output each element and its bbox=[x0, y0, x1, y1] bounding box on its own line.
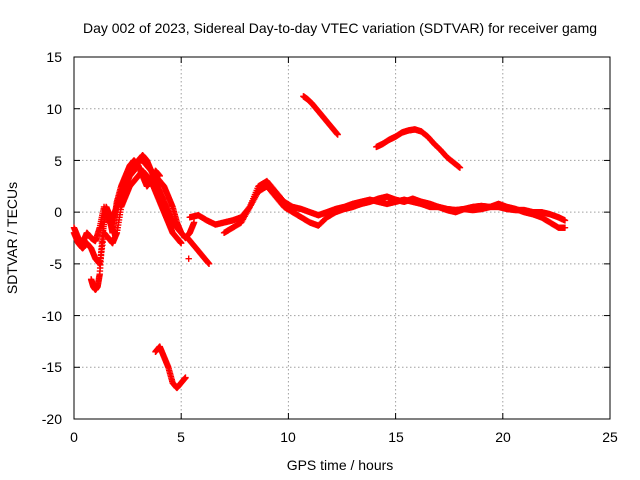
x-tick-label: 15 bbox=[388, 429, 404, 445]
y-tick-label: -10 bbox=[42, 308, 62, 324]
x-tick-label: 5 bbox=[177, 429, 185, 445]
x-tick-label: 25 bbox=[602, 429, 618, 445]
series-arc-10 bbox=[373, 126, 463, 171]
series-outlier bbox=[186, 255, 192, 261]
data-points bbox=[71, 93, 568, 391]
grid-lines bbox=[74, 57, 610, 419]
data-point bbox=[186, 255, 192, 261]
y-tick-labels: -20 -15 -10 -5 0 5 10 15 bbox=[42, 49, 62, 427]
tick-marks bbox=[74, 57, 610, 419]
x-tick-label: 0 bbox=[70, 429, 78, 445]
series-arc-9 bbox=[300, 93, 341, 138]
y-tick-label: 0 bbox=[54, 204, 62, 220]
x-tick-label: 10 bbox=[280, 429, 296, 445]
y-tick-label: 10 bbox=[46, 101, 62, 117]
y-axis-label: SDTVAR / TECUs bbox=[4, 182, 20, 294]
x-tick-label: 20 bbox=[495, 429, 511, 445]
y-tick-label: 5 bbox=[54, 153, 62, 169]
y-tick-label: -20 bbox=[42, 411, 62, 427]
y-tick-label: 15 bbox=[46, 49, 62, 65]
x-tick-labels: 0 5 10 15 20 25 bbox=[70, 429, 618, 445]
chart: Day 002 of 2023, Sidereal Day-to-day VTE… bbox=[0, 0, 640, 480]
series-arc-8 bbox=[221, 183, 568, 236]
series-arc-6 bbox=[184, 235, 212, 267]
x-axis-label: GPS time / hours bbox=[287, 457, 394, 473]
y-tick-label: -15 bbox=[42, 359, 62, 375]
plot-frame bbox=[74, 57, 610, 419]
chart-title: Day 002 of 2023, Sidereal Day-to-day VTE… bbox=[83, 20, 597, 36]
y-tick-label: -5 bbox=[50, 256, 63, 272]
